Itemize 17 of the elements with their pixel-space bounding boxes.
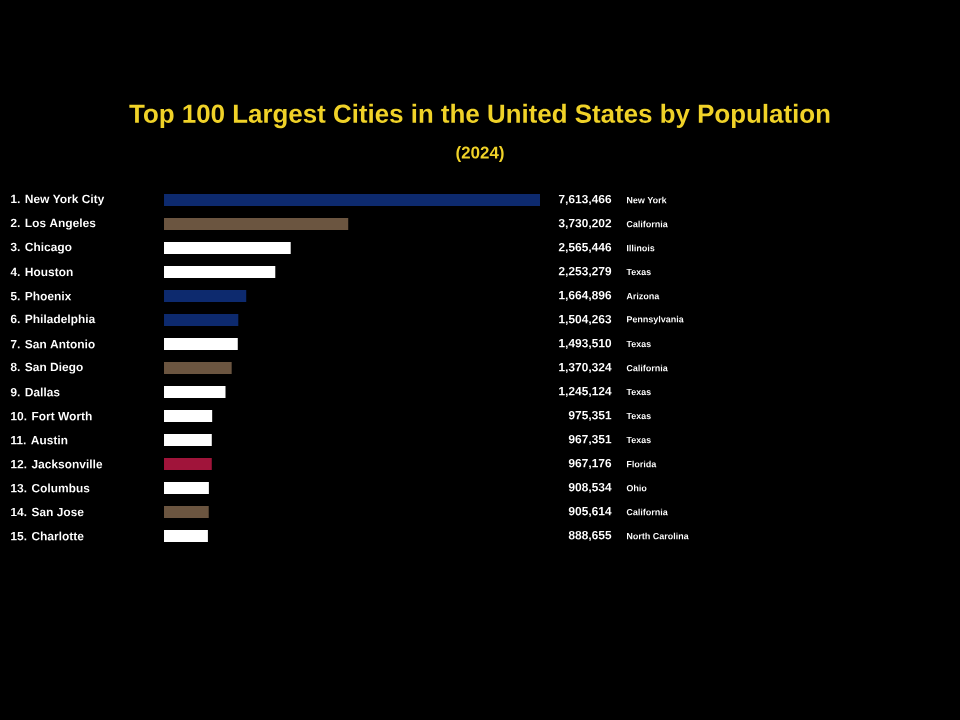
- bar: [164, 242, 291, 254]
- bar: [164, 362, 232, 374]
- bar: [164, 386, 226, 398]
- bar: [164, 266, 276, 278]
- bar: [164, 434, 212, 446]
- bar: [164, 194, 540, 206]
- bar: [164, 530, 208, 543]
- bar: [164, 458, 212, 470]
- chart-subtitle: (2024): [456, 146, 504, 162]
- bar: [164, 338, 238, 350]
- bar: [164, 218, 349, 230]
- bar: [164, 290, 247, 302]
- bar: [164, 314, 239, 326]
- bar: [164, 506, 209, 518]
- bar: [164, 482, 209, 494]
- bar: [164, 410, 213, 422]
- chart-title: Top 100 Largest Cities in the United States by Population: [129, 103, 830, 129]
